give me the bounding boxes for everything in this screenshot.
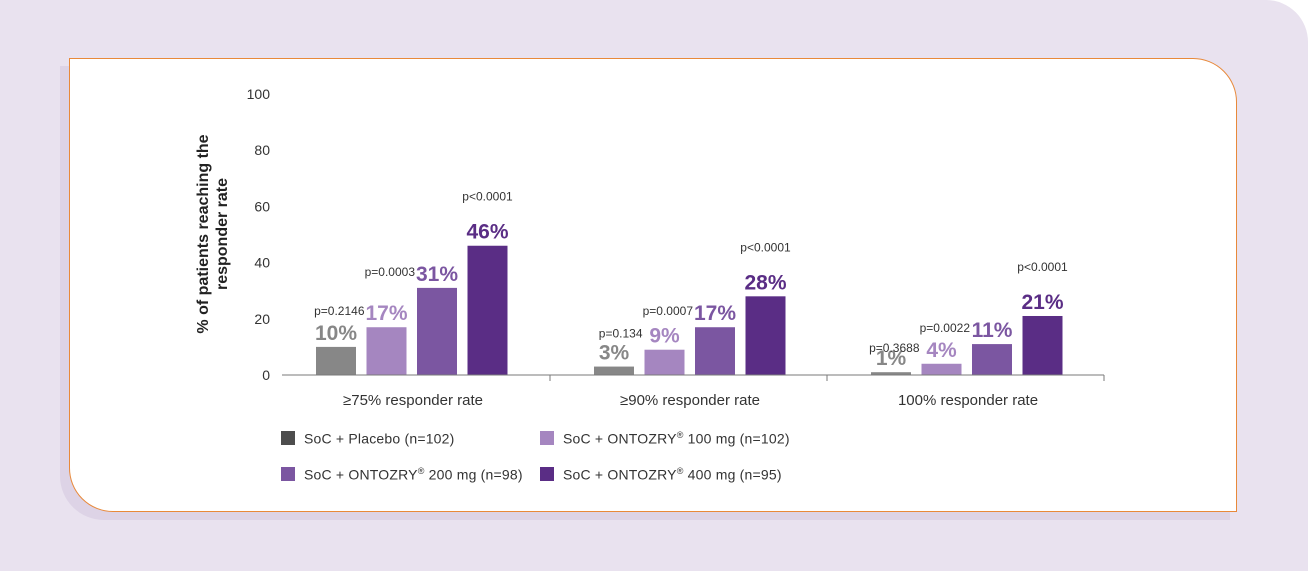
bar (366, 327, 407, 375)
p-value-label: p<0.0001 (740, 240, 791, 254)
legend-swatch-100mg (540, 431, 554, 445)
bar (695, 327, 735, 375)
data-label: 3% (599, 342, 630, 365)
bar (644, 349, 685, 375)
data-label: 17% (694, 302, 736, 325)
p-value-label: p=0.3688 (869, 341, 920, 355)
bar (871, 372, 911, 375)
bar (594, 366, 634, 375)
y-tick-label: 80 (254, 142, 270, 158)
data-label: 4% (926, 339, 957, 362)
p-value-label: p=0.0007 (643, 304, 694, 318)
legend-item-400mg: SoC + ONTOZRY® 400 mg (n=95) (540, 464, 782, 484)
p-value-label: p=0.134 (599, 327, 643, 341)
legend-item-200mg: SoC + ONTOZRY® 200 mg (n=98) (281, 464, 523, 484)
y-tick-label: 100 (247, 86, 271, 102)
category-label: 100% responder rate (898, 392, 1038, 409)
legend-label-200mg: SoC + ONTOZRY® 200 mg (n=98) (304, 465, 523, 483)
legend-item-100mg: SoC + ONTOZRY® 100 mg (n=102) (540, 428, 790, 448)
y-axis-title: % of patients reaching the responder rate (195, 134, 231, 333)
y-tick-label: 60 (254, 198, 270, 214)
category-label: ≥90% responder rate (620, 392, 760, 409)
legend-item-placebo: SoC + Placebo (n=102) (281, 428, 455, 448)
p-value-label: p=0.0022 (920, 321, 971, 335)
legend-swatch-400mg (540, 467, 554, 481)
legend-label-placebo: SoC + Placebo (n=102) (304, 430, 455, 447)
category-label: ≥75% responder rate (343, 392, 483, 409)
data-label: 11% (972, 319, 1013, 342)
p-value-label: p<0.0001 (462, 190, 513, 204)
y-tick-label: 0 (262, 367, 270, 383)
y-tick-label: 40 (254, 255, 270, 271)
data-label: 1% (876, 347, 907, 370)
bar (921, 363, 962, 375)
data-label: 9% (649, 325, 680, 348)
legend-swatch-200mg (281, 467, 295, 481)
legend-swatch-placebo (281, 431, 295, 445)
p-value-label: p<0.0001 (1017, 260, 1068, 274)
bar (467, 245, 508, 375)
y-tick-label: 20 (254, 311, 270, 327)
bar (745, 296, 786, 375)
data-label: 10% (315, 322, 357, 345)
chart-card (69, 58, 1237, 512)
data-label: 21% (1021, 291, 1063, 314)
data-label: 31% (416, 263, 458, 286)
legend-label-100mg: SoC + ONTOZRY® 100 mg (n=102) (563, 429, 790, 447)
bar (972, 344, 1012, 375)
bar (1022, 315, 1063, 375)
data-label: 46% (466, 221, 508, 244)
data-label: 28% (744, 271, 786, 294)
p-value-label: p=0.0003 (365, 265, 416, 279)
p-value-label: p=0.2146 (314, 304, 365, 318)
legend-label-400mg: SoC + ONTOZRY® 400 mg (n=95) (563, 465, 782, 483)
bar (316, 346, 356, 375)
bar (417, 287, 457, 375)
data-label: 17% (365, 302, 407, 325)
